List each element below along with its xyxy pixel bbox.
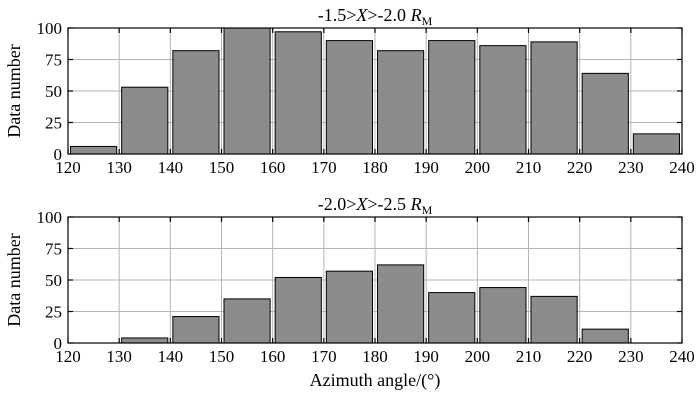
y-tick-label: 0 — [54, 145, 63, 164]
bar-170-180 — [325, 270, 374, 343]
bar-160-170 — [274, 276, 322, 343]
x-tick-label: 220 — [567, 158, 593, 177]
x-tick-label: 190 — [413, 347, 439, 366]
x-tick-label: 120 — [55, 158, 81, 177]
y-tick-label: 25 — [45, 114, 62, 133]
x-tick-label: 150 — [209, 347, 235, 366]
bar-210-220 — [530, 41, 578, 154]
y-axis-label: Data number — [4, 233, 24, 326]
bar-200-210 — [479, 45, 527, 154]
bar-230-240 — [632, 133, 680, 154]
x-tick-label: 160 — [260, 347, 286, 366]
bar-120-130 — [70, 145, 118, 154]
x-tick-label: 140 — [158, 158, 184, 177]
bars — [121, 264, 629, 343]
bar-220-230 — [581, 72, 629, 154]
bar-140-150 — [172, 316, 220, 343]
title-part: -2.0> — [318, 194, 357, 214]
x-tick-label: 150 — [209, 158, 235, 177]
bar-170-180 — [325, 40, 374, 154]
title-variable: X — [355, 5, 368, 25]
y-tick-label: 75 — [45, 51, 62, 70]
panel-1: 120 130 140 150 160 170 180 190 200 210 220 230 240 0… — [4, 5, 695, 177]
x-tick-label: 200 — [465, 158, 491, 177]
y-tick-label: 0 — [54, 334, 63, 353]
x-tick-label: 130 — [106, 158, 132, 177]
bars — [70, 28, 680, 154]
x-tick-label: 140 — [158, 347, 184, 366]
title-part: >-2.0 — [367, 5, 410, 25]
x-tick-label: 170 — [311, 158, 337, 177]
title-unit: R — [410, 194, 422, 214]
bar-140-150 — [172, 50, 220, 154]
bar-160-170 — [274, 31, 322, 154]
x-tick-label: 200 — [465, 347, 491, 366]
x-tick-label: 240 — [669, 158, 695, 177]
y-tick-label: 100 — [37, 208, 63, 227]
x-tick-label: 170 — [311, 347, 337, 366]
bar-210-220 — [530, 295, 578, 343]
title-variable: X — [355, 194, 368, 214]
title-part: -1.5> — [318, 5, 357, 25]
bar-150-160 — [223, 298, 271, 343]
bar-220-230 — [581, 328, 629, 343]
bar-180-190 — [377, 50, 425, 154]
title-unit: R — [410, 5, 422, 25]
x-tick-label: 180 — [362, 347, 388, 366]
y-tick-label: 25 — [45, 303, 62, 322]
bar-150-160 — [223, 28, 271, 154]
x-tick-label: 240 — [669, 347, 695, 366]
panel-2: 120 130 140 150 160 170 180 190 200 210 220 230 240 0… — [4, 194, 695, 391]
bar-200-210 — [479, 287, 527, 343]
title-unit-subscript: M — [422, 14, 433, 28]
bar-190-200 — [428, 40, 476, 154]
x-tick-label: 130 — [106, 347, 132, 366]
x-tick-label: 230 — [618, 158, 644, 177]
y-tick-label: 50 — [45, 82, 62, 101]
x-tick-label: 180 — [362, 158, 388, 177]
bar-190-200 — [428, 292, 476, 343]
bar-180-190 — [377, 264, 425, 343]
x-tick-label: 220 — [567, 347, 593, 366]
bar-130-140 — [121, 337, 169, 343]
y-tick-label: 50 — [45, 271, 62, 290]
x-tick-label: 190 — [413, 158, 439, 177]
x-tick-label: 160 — [260, 158, 286, 177]
x-tick-label: 210 — [516, 158, 542, 177]
x-tick-label: 230 — [618, 347, 644, 366]
y-tick-label: 75 — [45, 240, 62, 259]
y-axis-label: Data number — [4, 44, 24, 137]
panel-title: -2.0>X>-2.5 RM — [318, 194, 433, 217]
x-tick-label: 120 — [55, 347, 81, 366]
x-axis-label: Azimuth angle/(°) — [310, 370, 441, 391]
title-part: >-2.5 — [367, 194, 410, 214]
y-tick-label: 100 — [37, 19, 63, 38]
panel-title: -1.5>X>-2.0 RM — [318, 5, 433, 28]
x-tick-label: 210 — [516, 347, 542, 366]
bar-130-140 — [121, 86, 169, 154]
title-unit-subscript: M — [422, 203, 433, 217]
